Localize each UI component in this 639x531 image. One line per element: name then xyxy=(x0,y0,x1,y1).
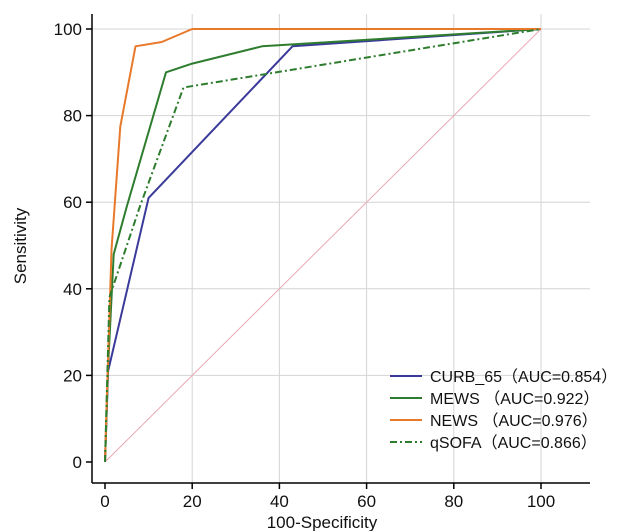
y-tick-label: 40 xyxy=(63,280,82,299)
y-tick-label: 60 xyxy=(63,193,82,212)
x-axis-title: 100-Specificity xyxy=(267,513,378,531)
reference-diagonal-line xyxy=(104,28,542,463)
y-tick-label: 80 xyxy=(63,107,82,126)
legend-label: NEWS （AUC=0.976） xyxy=(430,412,598,430)
y-tick-label: 20 xyxy=(63,366,82,385)
y-tick-label: 0 xyxy=(73,453,82,472)
x-tick-label: 80 xyxy=(444,492,463,511)
axes: 0 20 40 60 80 100 0 20 40 60 80 100 xyxy=(54,14,590,511)
x-tick-label: 20 xyxy=(183,492,202,511)
x-tick-label: 60 xyxy=(357,492,376,511)
y-axis-title: Sensitivity xyxy=(11,207,30,284)
legend-label: CURB_65（AUC=0.854） xyxy=(430,368,617,386)
legend: CURB_65（AUC=0.854） MEWS （AUC=0.922） NEWS （… xyxy=(390,368,617,452)
series-lines xyxy=(104,28,542,463)
x-tick-label: 40 xyxy=(270,492,289,511)
x-tick-label: 100 xyxy=(527,492,555,511)
series-line-qsofa xyxy=(104,28,542,463)
legend-label: MEWS （AUC=0.922） xyxy=(430,390,599,408)
y-tick-label: 100 xyxy=(54,20,82,39)
x-tick-label: 0 xyxy=(100,492,109,511)
legend-label: qSOFA（AUC=0.866） xyxy=(430,434,597,452)
